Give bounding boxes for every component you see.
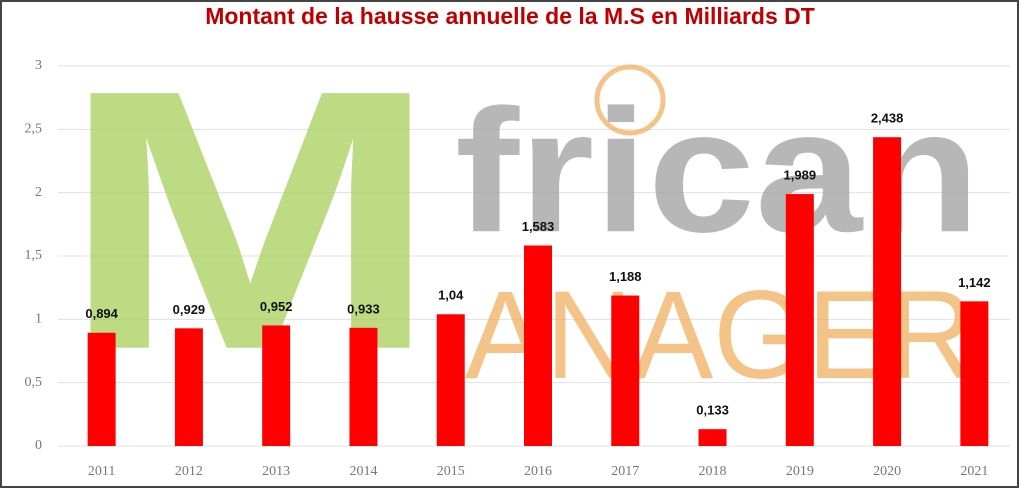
value-label: 1,188 (609, 269, 642, 284)
x-tick-label: 2013 (262, 464, 290, 479)
value-label: 0,133 (696, 403, 729, 418)
x-tick-label: 2012 (175, 464, 203, 479)
watermark-letter: M (60, 14, 440, 427)
x-tick-label: 2021 (960, 464, 988, 479)
bar (698, 429, 727, 446)
x-tick-label: 2014 (349, 464, 377, 479)
x-tick-label: 2019 (786, 464, 814, 479)
chart-title: Montant de la hausse annuelle de la M.S … (205, 3, 815, 29)
x-tick-label: 2018 (699, 464, 727, 479)
bar (960, 301, 989, 446)
x-tick-label: 2020 (873, 464, 901, 479)
x-tick-label: 2017 (611, 464, 639, 479)
grid (58, 65, 1010, 447)
bar (524, 245, 552, 446)
value-label: 1,142 (958, 275, 991, 290)
y-tick-label: 1,5 (25, 248, 43, 263)
value-label: 0,894 (85, 306, 118, 321)
bar (873, 137, 902, 447)
bar (785, 194, 814, 446)
x-tick-label: 2016 (524, 464, 552, 479)
y-tick-label: 3 (35, 58, 42, 73)
value-label: 2,438 (871, 111, 904, 126)
bar (87, 332, 116, 446)
bar (174, 328, 203, 446)
value-label: 0,929 (173, 302, 206, 317)
watermark-globe (594, 64, 666, 136)
value-label: 0,933 (347, 301, 380, 316)
y-tick-label: 0 (35, 438, 42, 453)
bar (262, 325, 291, 446)
bar (436, 314, 465, 446)
value-label: 1,989 (784, 167, 817, 182)
x-tick-label: 2015 (437, 464, 465, 479)
value-label: 0,952 (260, 299, 293, 314)
y-tick-label: 2 (35, 185, 42, 200)
value-label: 1,04 (438, 288, 464, 303)
watermark-word: frican (455, 74, 980, 269)
value-label: 1,583 (522, 219, 555, 234)
bar (349, 327, 378, 446)
y-tick-label: 1 (35, 312, 42, 327)
y-tick-label: 2,5 (25, 122, 43, 137)
x-tick-label: 2011 (88, 464, 115, 479)
bar (611, 295, 640, 446)
y-tick-label: 0,5 (25, 375, 43, 390)
